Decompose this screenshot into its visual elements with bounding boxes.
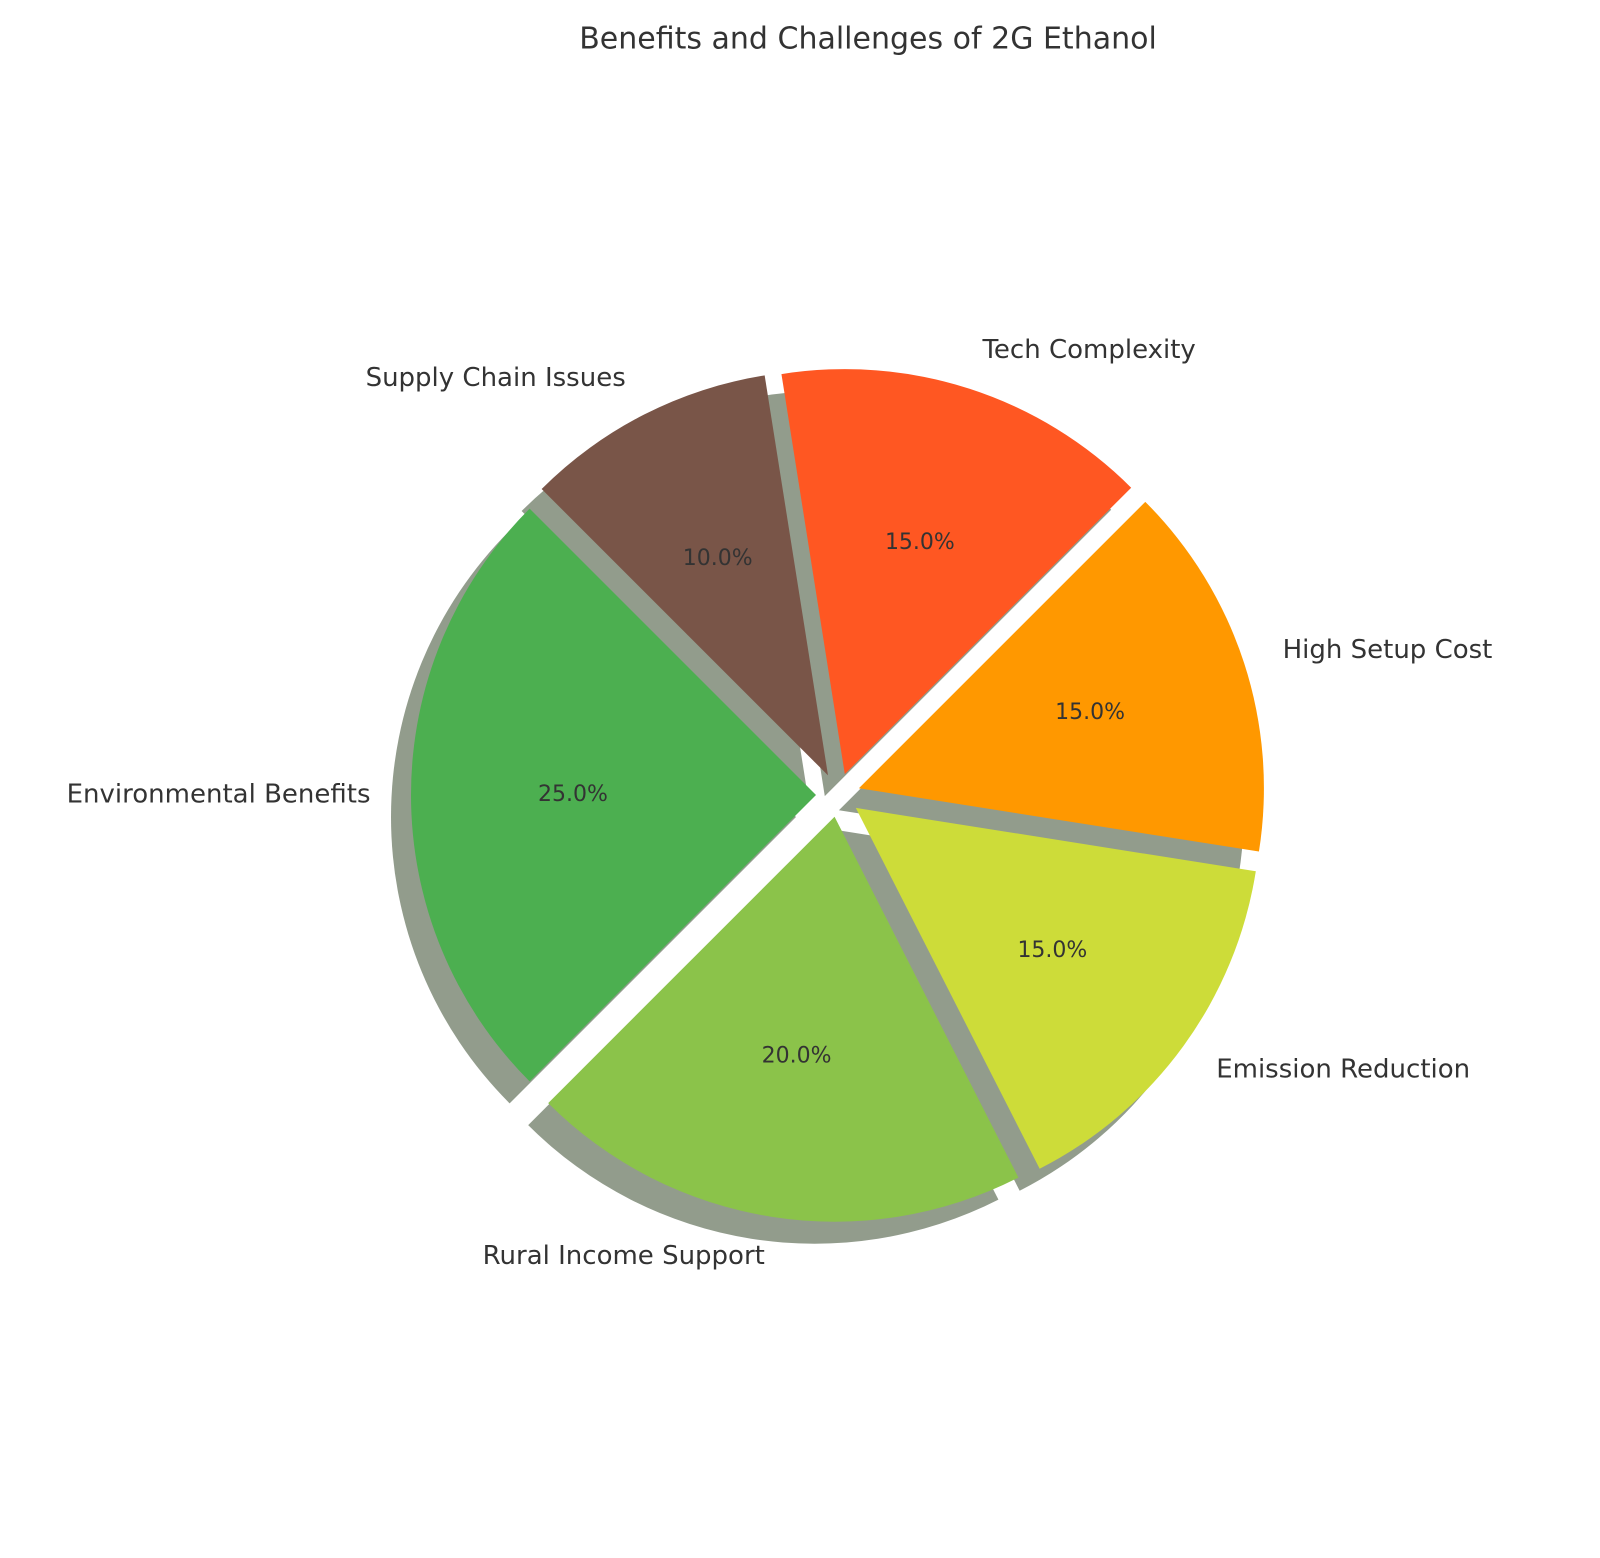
value-label: 20.0% [762, 1044, 832, 1069]
category-label: Supply Chain Issues [366, 363, 626, 393]
value-label: 10.0% [683, 546, 753, 571]
slice [858, 501, 1264, 852]
value-label: 25.0% [538, 782, 608, 807]
value-label: 15.0% [1055, 700, 1125, 725]
slice [781, 369, 1132, 775]
chart-title: Benefits and Challenges of 2G Ethanol [579, 22, 1157, 57]
category-label: Emission Reduction [1216, 1054, 1470, 1084]
category-label: Tech Complexity [981, 335, 1195, 365]
value-label: 15.0% [885, 530, 955, 555]
category-label: High Setup Cost [1283, 635, 1493, 665]
slice [548, 816, 1019, 1222]
slice [411, 508, 816, 1082]
slice [541, 375, 829, 776]
slice [855, 807, 1256, 1169]
category-label: Rural Income Support [483, 1241, 765, 1271]
category-label: Environmental Benefits [67, 780, 371, 810]
value-label: 15.0% [1017, 938, 1087, 963]
